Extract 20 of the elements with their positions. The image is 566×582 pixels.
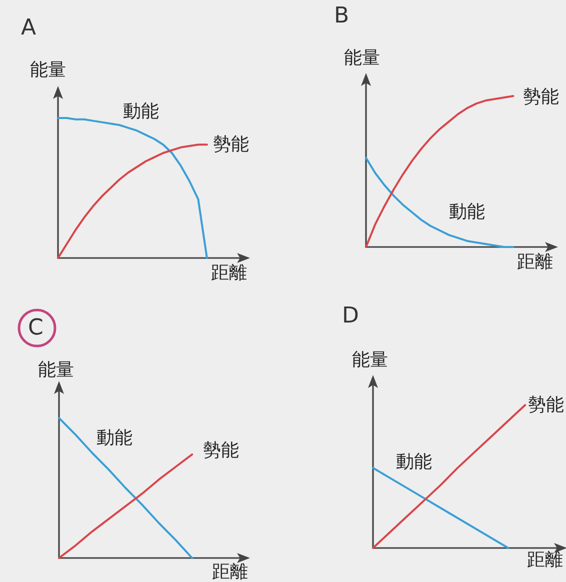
chart-title: A — [21, 16, 36, 40]
y-axis-title: 能量 — [344, 48, 380, 68]
series-label: 動能 — [396, 451, 432, 472]
series-label: 動能 — [122, 101, 159, 122]
y-axis-title: 能量 — [30, 60, 66, 80]
chart-title: B — [334, 4, 350, 28]
series-label: 勢能 — [203, 440, 240, 461]
x-axis-title: 距離 — [527, 550, 563, 570]
y-axis-title: 能量 — [352, 350, 388, 370]
x-axis-title: 距離 — [517, 252, 553, 272]
chart-title: D — [342, 304, 359, 328]
y-axis-title: 能量 — [38, 360, 74, 380]
series-label: 動能 — [96, 427, 133, 448]
series-label: 勢能 — [528, 394, 564, 416]
series-label: 勢能 — [212, 134, 249, 156]
x-axis-title: 距離 — [212, 562, 248, 582]
x-axis-title: 距離 — [211, 262, 247, 284]
series-label: 勢能 — [523, 86, 560, 108]
chart-title: C — [28, 316, 44, 340]
series-label: 動能 — [449, 201, 486, 222]
